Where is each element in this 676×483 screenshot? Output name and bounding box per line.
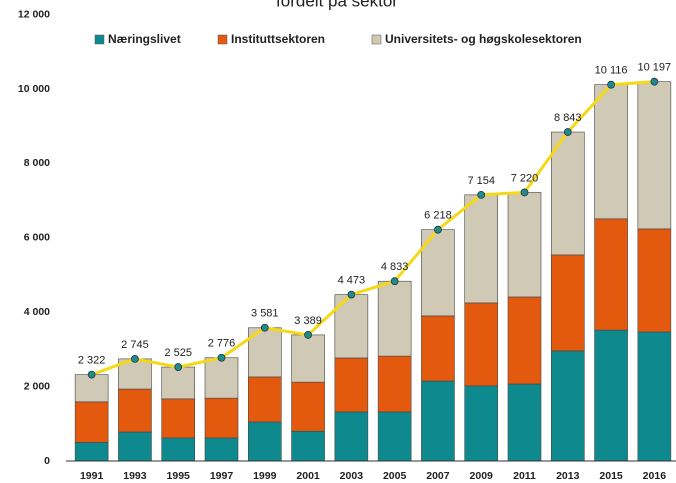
- y-tick-label: 4 000: [24, 306, 50, 318]
- bar-segment: [291, 430, 325, 462]
- bar-segment: [637, 81, 672, 230]
- bar-segment: [421, 380, 455, 462]
- data-label: 3 581: [251, 308, 279, 320]
- legend-label: Næringslivet: [108, 32, 181, 46]
- data-label: 6 218: [424, 210, 452, 222]
- total-marker: [477, 190, 486, 199]
- data-label: 7 220: [511, 172, 539, 184]
- total-marker: [563, 128, 572, 136]
- x-tick-label: 1997: [210, 470, 234, 482]
- data-label: 7 154: [467, 175, 495, 187]
- bar-segment: [507, 383, 542, 462]
- data-label: 4 833: [381, 261, 409, 273]
- total-marker: [520, 188, 529, 197]
- bar-segment: [637, 228, 672, 333]
- x-tick-label: 2005: [383, 470, 407, 482]
- bar-segment: [334, 357, 369, 413]
- data-label: 2 322: [78, 355, 106, 367]
- bar-segment: [204, 357, 239, 399]
- data-label: 4 473: [338, 275, 366, 287]
- x-tick-label: 1993: [123, 470, 147, 482]
- y-tick-label: 6 000: [24, 232, 50, 244]
- data-label: 2 776: [208, 338, 236, 350]
- bar-segment: [334, 411, 369, 462]
- x-tick-label: 2015: [599, 470, 623, 482]
- bar-segment: [550, 131, 585, 256]
- legend-swatch: [371, 34, 382, 45]
- x-tick-label: 2003: [340, 470, 364, 482]
- total-marker: [650, 77, 659, 86]
- bar-segment: [550, 254, 585, 352]
- bar-segment: [247, 421, 282, 462]
- bar-segment: [594, 329, 628, 462]
- bar-segment: [464, 302, 499, 387]
- total-marker: [434, 225, 442, 234]
- bar-segment: [594, 218, 628, 331]
- bar-segment: [464, 385, 499, 462]
- bar-segment: [594, 84, 628, 220]
- bar-segment: [74, 442, 109, 462]
- x-tick-label: 2013: [556, 470, 580, 482]
- bar-segment: [377, 411, 412, 462]
- bar-segment: [421, 315, 455, 382]
- bar-segment: [161, 366, 196, 400]
- bar-segment: [74, 401, 109, 443]
- data-label: 3 389: [294, 315, 322, 327]
- x-tick-label: 1995: [167, 470, 191, 482]
- total-marker: [607, 80, 615, 89]
- data-label: 8 843: [554, 112, 582, 124]
- y-tick-label: 0: [44, 455, 50, 467]
- bar-segment: [377, 280, 412, 357]
- bar-segment: [377, 355, 412, 413]
- x-tick-label: 2001: [296, 470, 320, 482]
- y-tick-label: 2 000: [24, 380, 50, 392]
- data-label: 10 116: [595, 65, 628, 77]
- legend-label: Universitets- og høgskolesektoren: [385, 32, 582, 46]
- bar-segment: [74, 374, 109, 403]
- bar-segment: [204, 397, 239, 439]
- bar-segment: [291, 334, 325, 383]
- total-marker: [304, 331, 312, 339]
- total-line: [91, 80, 655, 377]
- total-marker: [217, 353, 226, 362]
- total-marker: [131, 354, 139, 363]
- bar-segment: [247, 376, 282, 423]
- bar-segment: [161, 398, 196, 439]
- x-tick-label: 2007: [426, 470, 450, 482]
- bar-segment: [291, 381, 325, 432]
- data-label: 2 525: [164, 347, 192, 359]
- x-tick-label: 1999: [253, 470, 277, 482]
- total-marker: [260, 323, 269, 332]
- bar-segment: [550, 350, 585, 462]
- bar-segment: [507, 192, 542, 298]
- x-tick-label: 2009: [470, 470, 494, 482]
- bar-segment: [637, 331, 672, 462]
- data-label: 2 745: [121, 339, 149, 351]
- total-marker: [347, 290, 356, 299]
- legend-label: Instituttsektoren: [231, 32, 325, 46]
- x-tick-label: 2016: [643, 470, 667, 482]
- y-tick-label: 8 000: [24, 157, 50, 169]
- total-marker: [87, 370, 96, 379]
- total-marker: [390, 277, 399, 286]
- bar-segment: [464, 194, 499, 304]
- bar-segment: [161, 437, 196, 462]
- bar-segment: [507, 296, 542, 385]
- y-tick-label: 12 000: [18, 8, 50, 20]
- x-tick-label: 2011: [513, 470, 536, 482]
- y-tick-label: 10 000: [18, 83, 50, 95]
- legend-swatch: [217, 34, 228, 45]
- data-label: 10 197: [638, 62, 672, 74]
- total-marker: [174, 363, 183, 371]
- x-tick-label: 1991: [80, 470, 104, 482]
- bar-segment: [118, 388, 152, 433]
- bar-segment: [204, 437, 239, 462]
- legend-swatch: [94, 34, 105, 45]
- chart-title: fordelt på sektor: [276, 0, 398, 10]
- bar-segment: [118, 431, 152, 462]
